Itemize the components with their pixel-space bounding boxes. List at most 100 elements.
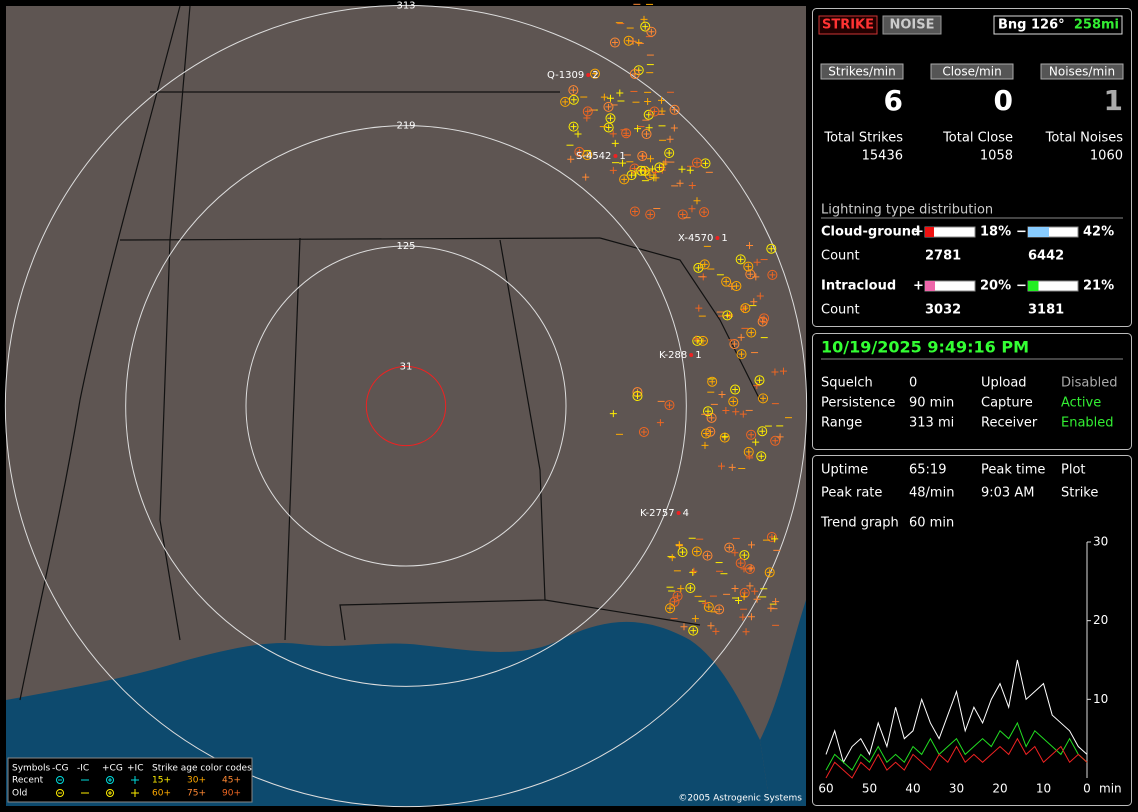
type-label: Cloud-ground: [821, 225, 920, 240]
strike-symbol: [570, 96, 577, 103]
strike-symbol: [692, 335, 700, 343]
strike-symbol: [771, 368, 779, 376]
rate-tab: [820, 63, 904, 80]
legend-symbol: [106, 789, 114, 797]
strike-symbol: [567, 155, 575, 163]
percent-label: 42%: [1083, 225, 1114, 240]
y-tick-label: 20: [1093, 613, 1108, 627]
y-tick-label: 30: [1093, 535, 1108, 549]
strike-symbol: [675, 541, 683, 549]
strike-symbol: [731, 585, 739, 593]
y-tick-label: 10: [1093, 692, 1108, 706]
strike-symbol: [757, 426, 768, 437]
total-label: Total Close: [942, 131, 1013, 146]
bearing: Bng 126°: [998, 18, 1065, 33]
total-value: 1060: [1090, 149, 1123, 164]
legend-title: Symbols: [12, 764, 51, 774]
strike-symbol: [724, 542, 735, 553]
cell-count: 1: [695, 350, 701, 361]
legend-age-title: Strike age color codes: [152, 764, 252, 774]
strike-symbol: [638, 167, 645, 174]
strike-symbol: [704, 552, 711, 559]
strike-symbol: [629, 163, 640, 174]
strike-symbol: [666, 149, 673, 156]
legend-header: -CG: [52, 764, 69, 774]
strike-symbol: [592, 70, 599, 77]
percent-label: 21%: [1083, 279, 1114, 294]
noise-button[interactable]: [882, 15, 942, 35]
strike-symbol: [688, 181, 696, 189]
trend-line: [825, 659, 1088, 764]
strike-symbol: [732, 386, 739, 393]
strike-symbol: [747, 271, 754, 278]
strike-symbol: [746, 241, 754, 249]
storm-cells: Q-1309 2 S-4542 1 X-4570 1 K-288 1 K-2757 4: [547, 70, 728, 519]
strike-symbol: [640, 15, 648, 23]
range-ring: [365, 365, 447, 447]
strike-symbol: [767, 604, 775, 612]
strike-symbol: [712, 627, 720, 635]
strike-symbol: [730, 398, 737, 405]
ring-label: 125: [396, 241, 415, 252]
strike-symbol: [649, 106, 660, 117]
strike-symbol: [609, 130, 617, 138]
strike-symbol: [756, 451, 767, 462]
strike-button-label[interactable]: STRIKE: [822, 18, 874, 33]
strike-symbol: [691, 615, 699, 623]
strike-symbol: [770, 435, 781, 446]
rate-tab: [1040, 63, 1124, 80]
strike-symbol: [629, 37, 637, 45]
strike-symbol: [760, 395, 767, 402]
strike-symbol: [637, 151, 648, 162]
strike-symbol: [769, 271, 776, 278]
cell-count: 1: [619, 151, 625, 162]
strike-symbol: [678, 165, 686, 173]
type-label: Intracloud: [821, 279, 896, 294]
strike-symbol: [699, 337, 706, 344]
strike-symbol: [717, 462, 725, 470]
percent-bar: [925, 227, 934, 237]
strike-symbol: [632, 391, 643, 402]
border: [19, 5, 181, 701]
strike-symbol: [631, 208, 638, 215]
strike-symbol: [693, 262, 704, 273]
strike-symbol: [739, 587, 750, 598]
strike-symbol: [687, 584, 694, 591]
x-tick-label: 10: [1036, 782, 1051, 796]
strike-symbol: [656, 164, 663, 171]
strike-symbol: [753, 595, 761, 603]
strike-symbol: [761, 315, 768, 322]
strike-symbol: [690, 627, 697, 634]
strike-symbol: [671, 106, 678, 113]
setting-text: Capture: [981, 396, 1033, 411]
strike-symbol: [758, 393, 769, 404]
strike-symbol: [648, 28, 655, 35]
percent-bar: [1028, 227, 1049, 237]
strike-symbol: [714, 604, 725, 615]
strike-symbol: [759, 428, 766, 435]
count-label: Count: [821, 303, 860, 318]
stat-text: Peak rate: [821, 486, 882, 501]
strike-symbol: [739, 550, 750, 561]
strike-symbol: [644, 98, 652, 106]
stat-text: 65:19: [909, 463, 946, 478]
panel-frame: [812, 333, 1132, 450]
strike-symbol: [746, 429, 757, 440]
strike-symbol: [732, 408, 740, 416]
strike-symbol: [688, 205, 696, 213]
strike-symbol: [639, 153, 646, 160]
strike-symbol: [642, 23, 649, 30]
strike-symbol: [574, 130, 582, 138]
legend-symbol: [108, 778, 112, 782]
strike-symbol: [746, 582, 754, 590]
cell-label: S-4542: [576, 151, 611, 162]
legend-age: 60+: [152, 789, 171, 799]
strike-symbol: [738, 351, 745, 358]
noise-button-label[interactable]: NOISE: [889, 18, 934, 33]
strike-symbol: [570, 87, 577, 94]
strike-button[interactable]: [818, 15, 878, 35]
strike-symbol: [703, 602, 714, 613]
border: [544, 599, 701, 626]
strike-symbol: [693, 548, 700, 555]
strike-symbol: [702, 160, 709, 167]
